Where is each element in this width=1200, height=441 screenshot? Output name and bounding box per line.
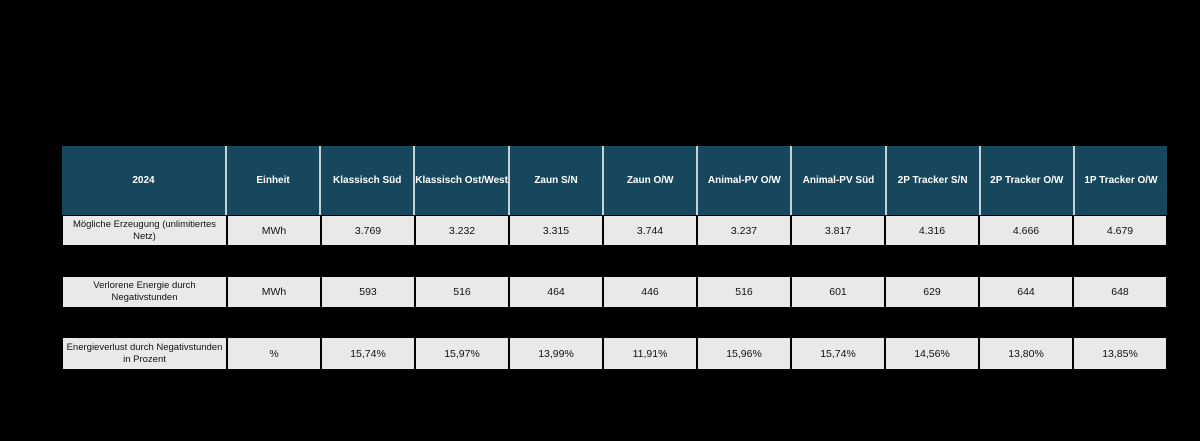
- value-cell: 3.769: [322, 216, 414, 245]
- table-row-moegliche-erzeugung: Mögliche Erzeugung (unlimitiertes Netz) …: [62, 215, 1167, 246]
- header-cell-animal-pv-ow: Animal-PV O/W: [698, 146, 791, 215]
- table-row-verlorene-energie: Verlorene Energie durch Negativstunden M…: [62, 276, 1167, 308]
- unit-cell: MWh: [228, 216, 320, 245]
- unit-cell: %: [228, 338, 320, 369]
- value-cell: 446: [604, 277, 696, 307]
- value-cell: 3.744: [604, 216, 696, 245]
- header-cell-1p-tracker-ow: 1P Tracker O/W: [1074, 146, 1167, 215]
- value-cell: 3.232: [416, 216, 508, 245]
- value-cell: 601: [792, 277, 884, 307]
- value-cell: 644: [980, 277, 1072, 307]
- value-cell: 464: [510, 277, 602, 307]
- value-cell: 15,74%: [322, 338, 414, 369]
- value-cell: 3.817: [792, 216, 884, 245]
- header-cell-2p-tracker-ow: 2P Tracker O/W: [980, 146, 1073, 215]
- value-cell: 15,74%: [792, 338, 884, 369]
- row-label-cell: Verlorene Energie durch Negativstunden: [63, 277, 226, 307]
- row-label-cell: Mögliche Erzeugung (unlimitiertes Netz): [63, 216, 226, 245]
- table-row-energieverlust-prozent: Energieverlust durch Negativstunden in P…: [62, 337, 1167, 370]
- value-cell: 13,99%: [510, 338, 602, 369]
- header-cell-year: 2024: [62, 146, 225, 215]
- header-cell-klassisch-sued: Klassisch Süd: [321, 146, 414, 215]
- row-label-cell: Energieverlust durch Negativstunden in P…: [63, 338, 226, 369]
- value-cell: 3.315: [510, 216, 602, 245]
- value-cell: 648: [1074, 277, 1166, 307]
- value-cell: 4.666: [980, 216, 1072, 245]
- value-cell: 516: [698, 277, 790, 307]
- value-cell: 593: [322, 277, 414, 307]
- table-header-row: 2024 Einheit Klassisch Süd Klassisch Ost…: [62, 146, 1167, 215]
- header-cell-klassisch-ost-west: Klassisch Ost/West: [415, 146, 508, 215]
- value-cell: 4.316: [886, 216, 978, 245]
- header-cell-animal-pv-sued: Animal-PV Süd: [792, 146, 885, 215]
- value-cell: 11,91%: [604, 338, 696, 369]
- energy-loss-table: 2024 Einheit Klassisch Süd Klassisch Ost…: [62, 146, 1167, 370]
- header-cell-2p-tracker-sn: 2P Tracker S/N: [886, 146, 979, 215]
- value-cell: 15,97%: [416, 338, 508, 369]
- header-cell-einheit: Einheit: [227, 146, 320, 215]
- value-cell: 4.679: [1074, 216, 1166, 245]
- value-cell: 14,56%: [886, 338, 978, 369]
- header-cell-zaun-ow: Zaun O/W: [604, 146, 697, 215]
- unit-cell: MWh: [228, 277, 320, 307]
- value-cell: 15,96%: [698, 338, 790, 369]
- value-cell: 13,80%: [980, 338, 1072, 369]
- header-cell-zaun-sn: Zaun S/N: [509, 146, 603, 215]
- value-cell: 629: [886, 277, 978, 307]
- value-cell: 13,85%: [1074, 338, 1166, 369]
- value-cell: 3.237: [698, 216, 790, 245]
- value-cell: 516: [416, 277, 508, 307]
